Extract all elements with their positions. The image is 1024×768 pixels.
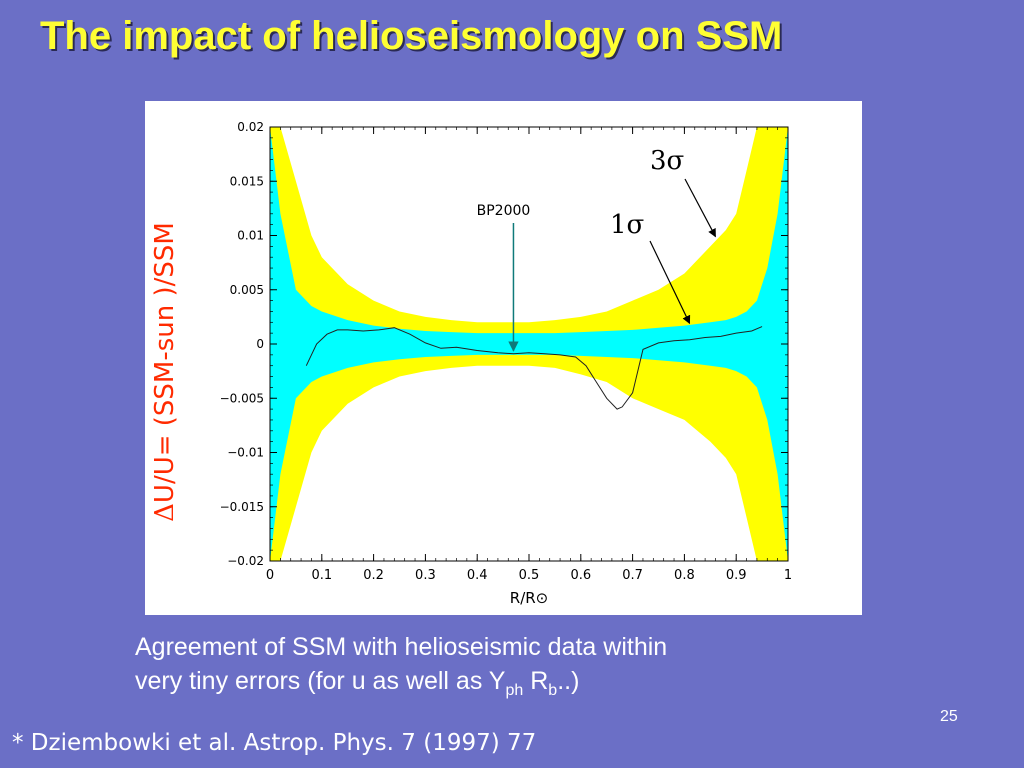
y-tick-label: −0.02 xyxy=(227,554,264,568)
y-tick-label: 0 xyxy=(256,337,264,351)
caption-line-2-mid: R xyxy=(523,667,549,695)
x-tick-label: 0.4 xyxy=(467,568,488,583)
y-tick-label: −0.015 xyxy=(220,500,264,514)
caption-line-2-suffix: ..) xyxy=(557,667,580,695)
band-1sigma xyxy=(270,127,788,561)
caption-line-1: Agreement of SSM with helioseismic data … xyxy=(135,633,668,661)
y-axis-label: ΔU/U= (SSM-sun )/SSM xyxy=(150,222,180,522)
caption-sub-ph: ph xyxy=(505,682,524,699)
page-number: 25 xyxy=(940,708,958,725)
y-axis-label-delta: Δ xyxy=(150,503,180,522)
x-tick-label: 0.5 xyxy=(519,568,540,583)
y-axis-label-text: U/U= (SSM-sun )/SSM xyxy=(150,222,180,504)
y-tick-label: −0.01 xyxy=(227,446,264,460)
caption-line-2: very tiny errors (for u as well as Yph R… xyxy=(135,664,895,708)
annotation-1sigma-arrow xyxy=(649,240,691,325)
annotation-bp2000-label: BP2000 xyxy=(477,203,531,219)
caption: Agreement of SSM with helioseismic data … xyxy=(135,630,895,708)
caption-sub-b: b xyxy=(548,682,558,699)
x-tick-label: 1 xyxy=(784,568,792,583)
annotation-3sigma-label: 3σ xyxy=(650,146,684,176)
y-tick-label: −0.005 xyxy=(220,391,264,405)
x-axis-label: R/R⊙ xyxy=(510,589,548,607)
caption-line-2-prefix: very tiny errors (for u as well as Y xyxy=(135,667,506,695)
x-tick-label: 0 xyxy=(266,568,274,583)
x-tick-label: 0.3 xyxy=(415,568,436,583)
y-tick-label: 0.01 xyxy=(237,229,264,243)
y-tick-label: 0.015 xyxy=(230,174,264,188)
slide-title: The impact of helioseismology on SSM xyxy=(40,14,783,58)
x-tick-label: 0.2 xyxy=(363,568,384,583)
x-tick-label: 0.7 xyxy=(622,568,643,583)
chart-svg: 0.02 0.015 0.01 0.005 0 −0.005 −0.01 −0.015 −0.0… xyxy=(220,120,793,607)
annotation-3sigma-arrow xyxy=(684,178,717,238)
x-tick-label: 0.9 xyxy=(726,568,747,583)
y-tick-label: 0.02 xyxy=(237,120,264,134)
annotation-1sigma-label: 1σ xyxy=(610,210,644,240)
series-line-bp2000 xyxy=(305,326,763,410)
x-tick-label: 0.6 xyxy=(570,568,591,583)
chart-panel: 0.02 0.015 0.01 0.005 0 −0.005 −0.01 −0.015 −0.0… xyxy=(145,101,862,615)
x-tick-label: 0.8 xyxy=(674,568,695,583)
footnote-citation: * Dziembowki et al. Astrop. Phys. 7 (199… xyxy=(12,730,537,756)
x-tick-label: 0.1 xyxy=(311,568,332,583)
y-tick-label: 0.005 xyxy=(230,283,264,297)
